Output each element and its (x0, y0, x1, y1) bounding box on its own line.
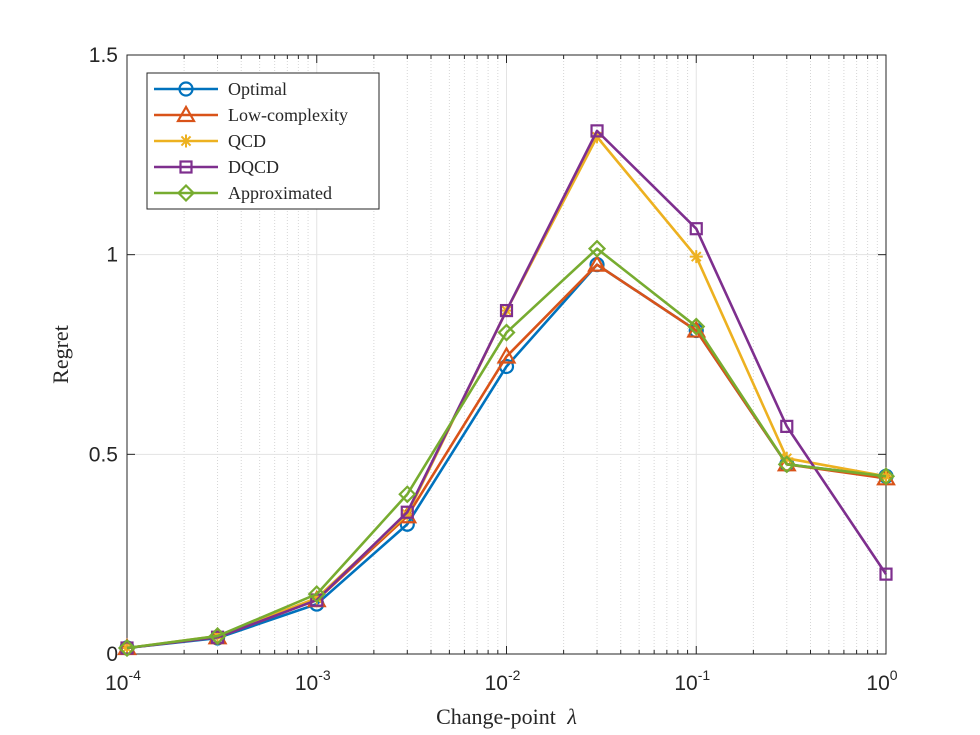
data-point (497, 323, 516, 342)
y-tick-label: 1 (106, 244, 118, 267)
legend-marker (176, 183, 196, 203)
data-point (689, 222, 703, 236)
legend-label: Optimal (228, 79, 287, 99)
data-point (590, 124, 604, 138)
series (117, 124, 896, 658)
legend-marker (176, 104, 196, 123)
data-point (879, 567, 893, 581)
data-point (587, 254, 607, 272)
legend-item: Low-complexity (154, 104, 348, 125)
legend-label: QCD (228, 131, 266, 151)
legend-label: Approximated (228, 183, 332, 203)
data-point (496, 346, 517, 364)
series-approximated (117, 239, 896, 658)
data-point (587, 239, 607, 258)
x-axis-label: Change-point λ (436, 704, 577, 729)
legend-label: Low-complexity (228, 105, 348, 125)
y-axis-label: Regret (48, 325, 73, 384)
legend-item: DQCD (154, 157, 279, 177)
legend-item: Optimal (154, 79, 287, 99)
data-point (117, 638, 137, 658)
legend-marker (179, 134, 193, 148)
x-tick-label: 10-4 (105, 667, 141, 695)
series-line (126, 129, 888, 650)
data-point (307, 585, 326, 604)
y-tick-label: 1.5 (89, 44, 118, 67)
data-point (780, 419, 794, 433)
data-point (687, 317, 706, 336)
legend-label: DQCD (228, 157, 279, 177)
legend-item: Approximated (154, 183, 332, 203)
legend-item: QCD (154, 131, 266, 151)
data-point (876, 467, 896, 486)
data-point (777, 455, 796, 474)
legend-marker (179, 160, 193, 174)
x-tick-label: 10-3 (295, 667, 331, 695)
data-point (310, 591, 324, 605)
x-tick-label: 10-2 (485, 667, 521, 695)
data-point (879, 469, 893, 483)
data-point (400, 507, 414, 521)
data-point (400, 505, 414, 519)
legend-marker (178, 81, 194, 97)
x-tick-label: 10-1 (674, 667, 710, 695)
series-line (126, 247, 887, 650)
series-dqcd (120, 124, 893, 655)
legend: Optimal Low-complexity QCD DQCD Approximated (146, 72, 380, 210)
data-point (499, 303, 514, 318)
data-point (398, 485, 417, 504)
x-tick-label: 100 (866, 667, 897, 695)
data-point (208, 626, 227, 646)
axis-ticks: 10-4 10-3 10-2 10-1 100 0 0.5 1 1.5 (89, 44, 898, 695)
data-point (689, 250, 703, 264)
y-tick-label: 0.5 (89, 443, 118, 466)
y-tick-label: 0 (106, 643, 118, 666)
